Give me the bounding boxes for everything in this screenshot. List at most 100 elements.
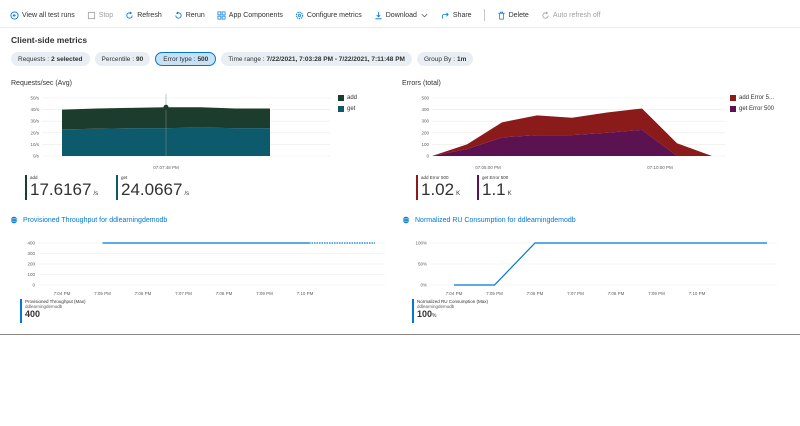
- legend-item-add[interactable]: add: [338, 95, 357, 101]
- stop-icon: [87, 11, 95, 19]
- y-tick-label: 400: [27, 241, 35, 246]
- requests-filter-value: 2 selected: [51, 55, 83, 63]
- metric-unit: K: [456, 191, 461, 197]
- legend-label: get Error 500: [739, 106, 775, 112]
- metric-value: 17.6167: [30, 180, 92, 199]
- view-all-label: View all test runs: [22, 11, 75, 19]
- metric-add: add 17.6167/s: [25, 175, 98, 203]
- stop-button[interactable]: Stop: [87, 11, 113, 20]
- configure-metrics-button[interactable]: Configure metrics: [295, 11, 362, 20]
- metric-name: get: [121, 175, 128, 180]
- errors-chart-title: Errors (total): [402, 80, 441, 87]
- download-button[interactable]: Download: [374, 11, 429, 20]
- throughput-metric: Provisioned Throughput (Max) ddlearningd…: [20, 299, 85, 323]
- metric-color-bar: [116, 175, 118, 200]
- x-tick-label: 7:09 PM: [648, 291, 665, 296]
- metric-value: 1.02: [421, 180, 455, 199]
- x-tick-label: 7:05 PM: [486, 291, 503, 296]
- percentile-filter-pill[interactable]: Percentile : 90: [94, 52, 151, 66]
- metric-value: 1.1: [482, 180, 506, 199]
- metric-unit: /s: [93, 191, 99, 197]
- app-components-label: App Components: [228, 11, 283, 19]
- y-tick-label: 400: [421, 107, 429, 112]
- x-tick-label: 7:07 PM: [175, 291, 192, 296]
- y-tick-label: 40/s: [30, 107, 39, 112]
- group-by-filter-label: Group By :: [423, 55, 456, 63]
- x-tick-label: 07:05:00 PM: [475, 165, 501, 170]
- legend-item-get[interactable]: get: [338, 106, 357, 112]
- y-tick-label: 0: [32, 283, 35, 288]
- stop-label: Stop: [98, 11, 114, 19]
- metric-name: add: [30, 175, 38, 180]
- throughput-chart-link[interactable]: Provisioned Throughput for ddlearningdem…: [10, 216, 167, 224]
- metric-unit: /s: [184, 191, 190, 197]
- legend-item-get-error[interactable]: get Error 500: [730, 106, 774, 112]
- section-title: Client-side metrics: [11, 35, 88, 45]
- trash-icon: [497, 11, 505, 19]
- refresh-button[interactable]: Refresh: [125, 11, 162, 20]
- metric-name: Provisioned Throughput (Max): [25, 299, 86, 304]
- metric-color-bar: [416, 175, 418, 200]
- delete-button[interactable]: Delete: [497, 11, 529, 20]
- ru-chart-title: Normalized RU Consumption for ddlearning…: [415, 216, 576, 224]
- x-tick-label: 7:06 PM: [135, 291, 152, 296]
- toolbar-divider-line: [0, 27, 800, 28]
- errors-chart[interactable]: 500 400 300 200 100 0 07:05:00 PM 07:10:00 PM: [400, 90, 730, 170]
- metric-color-bar: [20, 299, 22, 323]
- auto-refresh-button[interactable]: Auto refresh off: [541, 11, 601, 20]
- y-tick-label: 300: [27, 251, 35, 256]
- requests-chart-title: Requests/sec (Avg): [11, 80, 72, 87]
- legend-swatch: [730, 95, 736, 101]
- metric-color-bar: [412, 299, 414, 323]
- metric-name: get Error 500: [482, 175, 509, 180]
- y-tick-label: 500: [421, 96, 429, 101]
- view-all-test-runs-button[interactable]: View all test runs: [10, 10, 75, 20]
- percentile-filter-value: 90: [136, 55, 144, 63]
- gear-icon: [295, 11, 304, 19]
- filter-bar: Requests : 2 selected Percentile : 90 Er…: [11, 52, 478, 66]
- error-type-filter-pill[interactable]: Error type : 500: [155, 52, 217, 66]
- auto-refresh-icon: [542, 11, 549, 19]
- rerun-button[interactable]: Rerun: [174, 11, 205, 20]
- legend-label: add Error 5...: [739, 95, 775, 101]
- group-by-filter-pill[interactable]: Group By : 1m: [416, 52, 474, 66]
- error-type-filter-label: Error type :: [163, 55, 196, 63]
- y-tick-label: 20/s: [30, 130, 39, 135]
- share-button[interactable]: Share: [441, 11, 472, 20]
- download-icon: [375, 11, 382, 19]
- series-area-add-error: [432, 108, 712, 156]
- y-tick-label: 100: [27, 272, 35, 277]
- metric-value: 24.0667: [121, 180, 183, 199]
- x-tick-label: 7:08 PM: [608, 291, 625, 296]
- share-icon: [441, 12, 449, 19]
- ru-chart-link[interactable]: Normalized RU Consumption for ddlearning…: [402, 216, 576, 224]
- auto-refresh-label: Auto refresh off: [552, 11, 601, 19]
- x-tick-label: 7:10 PM: [689, 291, 706, 296]
- metric-unit: K: [507, 191, 512, 197]
- error-type-filter-value: 500: [197, 55, 209, 63]
- throughput-chart[interactable]: 400 300 200 100 0 7:04 PM 7:05 PM 7:06 PM 7:07 P…: [10, 236, 390, 300]
- ru-chart[interactable]: 100% 50% 0% 7:04 PM 7:05 PM 7:06 PM 7:07 PM 7:0…: [402, 236, 782, 300]
- metric-color-bar: [25, 175, 27, 200]
- legend-item-add-error[interactable]: add Error 5...: [730, 95, 774, 101]
- metric-value: 400: [25, 309, 41, 319]
- y-tick-label: 300: [421, 119, 429, 124]
- requests-chart[interactable]: 50/s 40/s 30/s 20/s 10/s 0/s 07:07:48 PM: [10, 90, 340, 170]
- rerun-icon: [175, 11, 182, 19]
- time-range-filter-pill[interactable]: Time range : 7/22/2021, 7:03:28 PM - 7/2…: [221, 52, 412, 66]
- y-tick-label: 100%: [415, 241, 427, 246]
- metric-value: 100: [417, 309, 433, 319]
- app-components-button[interactable]: App Components: [217, 11, 283, 20]
- requests-legend: add get: [338, 95, 357, 117]
- legend-swatch: [338, 106, 344, 112]
- requests-filter-pill[interactable]: Requests : 2 selected: [11, 52, 90, 66]
- chevron-down-icon: [421, 13, 428, 17]
- y-tick-label: 10/s: [30, 142, 39, 147]
- series-line: [454, 242, 767, 286]
- x-tick-label: 7:08 PM: [216, 291, 233, 296]
- requests-filter-label: Requests :: [18, 55, 50, 63]
- metric-name: Normalized RU Consumption (Max): [417, 299, 489, 304]
- legend-swatch: [730, 106, 736, 112]
- delete-label: Delete: [508, 11, 529, 19]
- percentile-filter-label: Percentile :: [101, 55, 135, 63]
